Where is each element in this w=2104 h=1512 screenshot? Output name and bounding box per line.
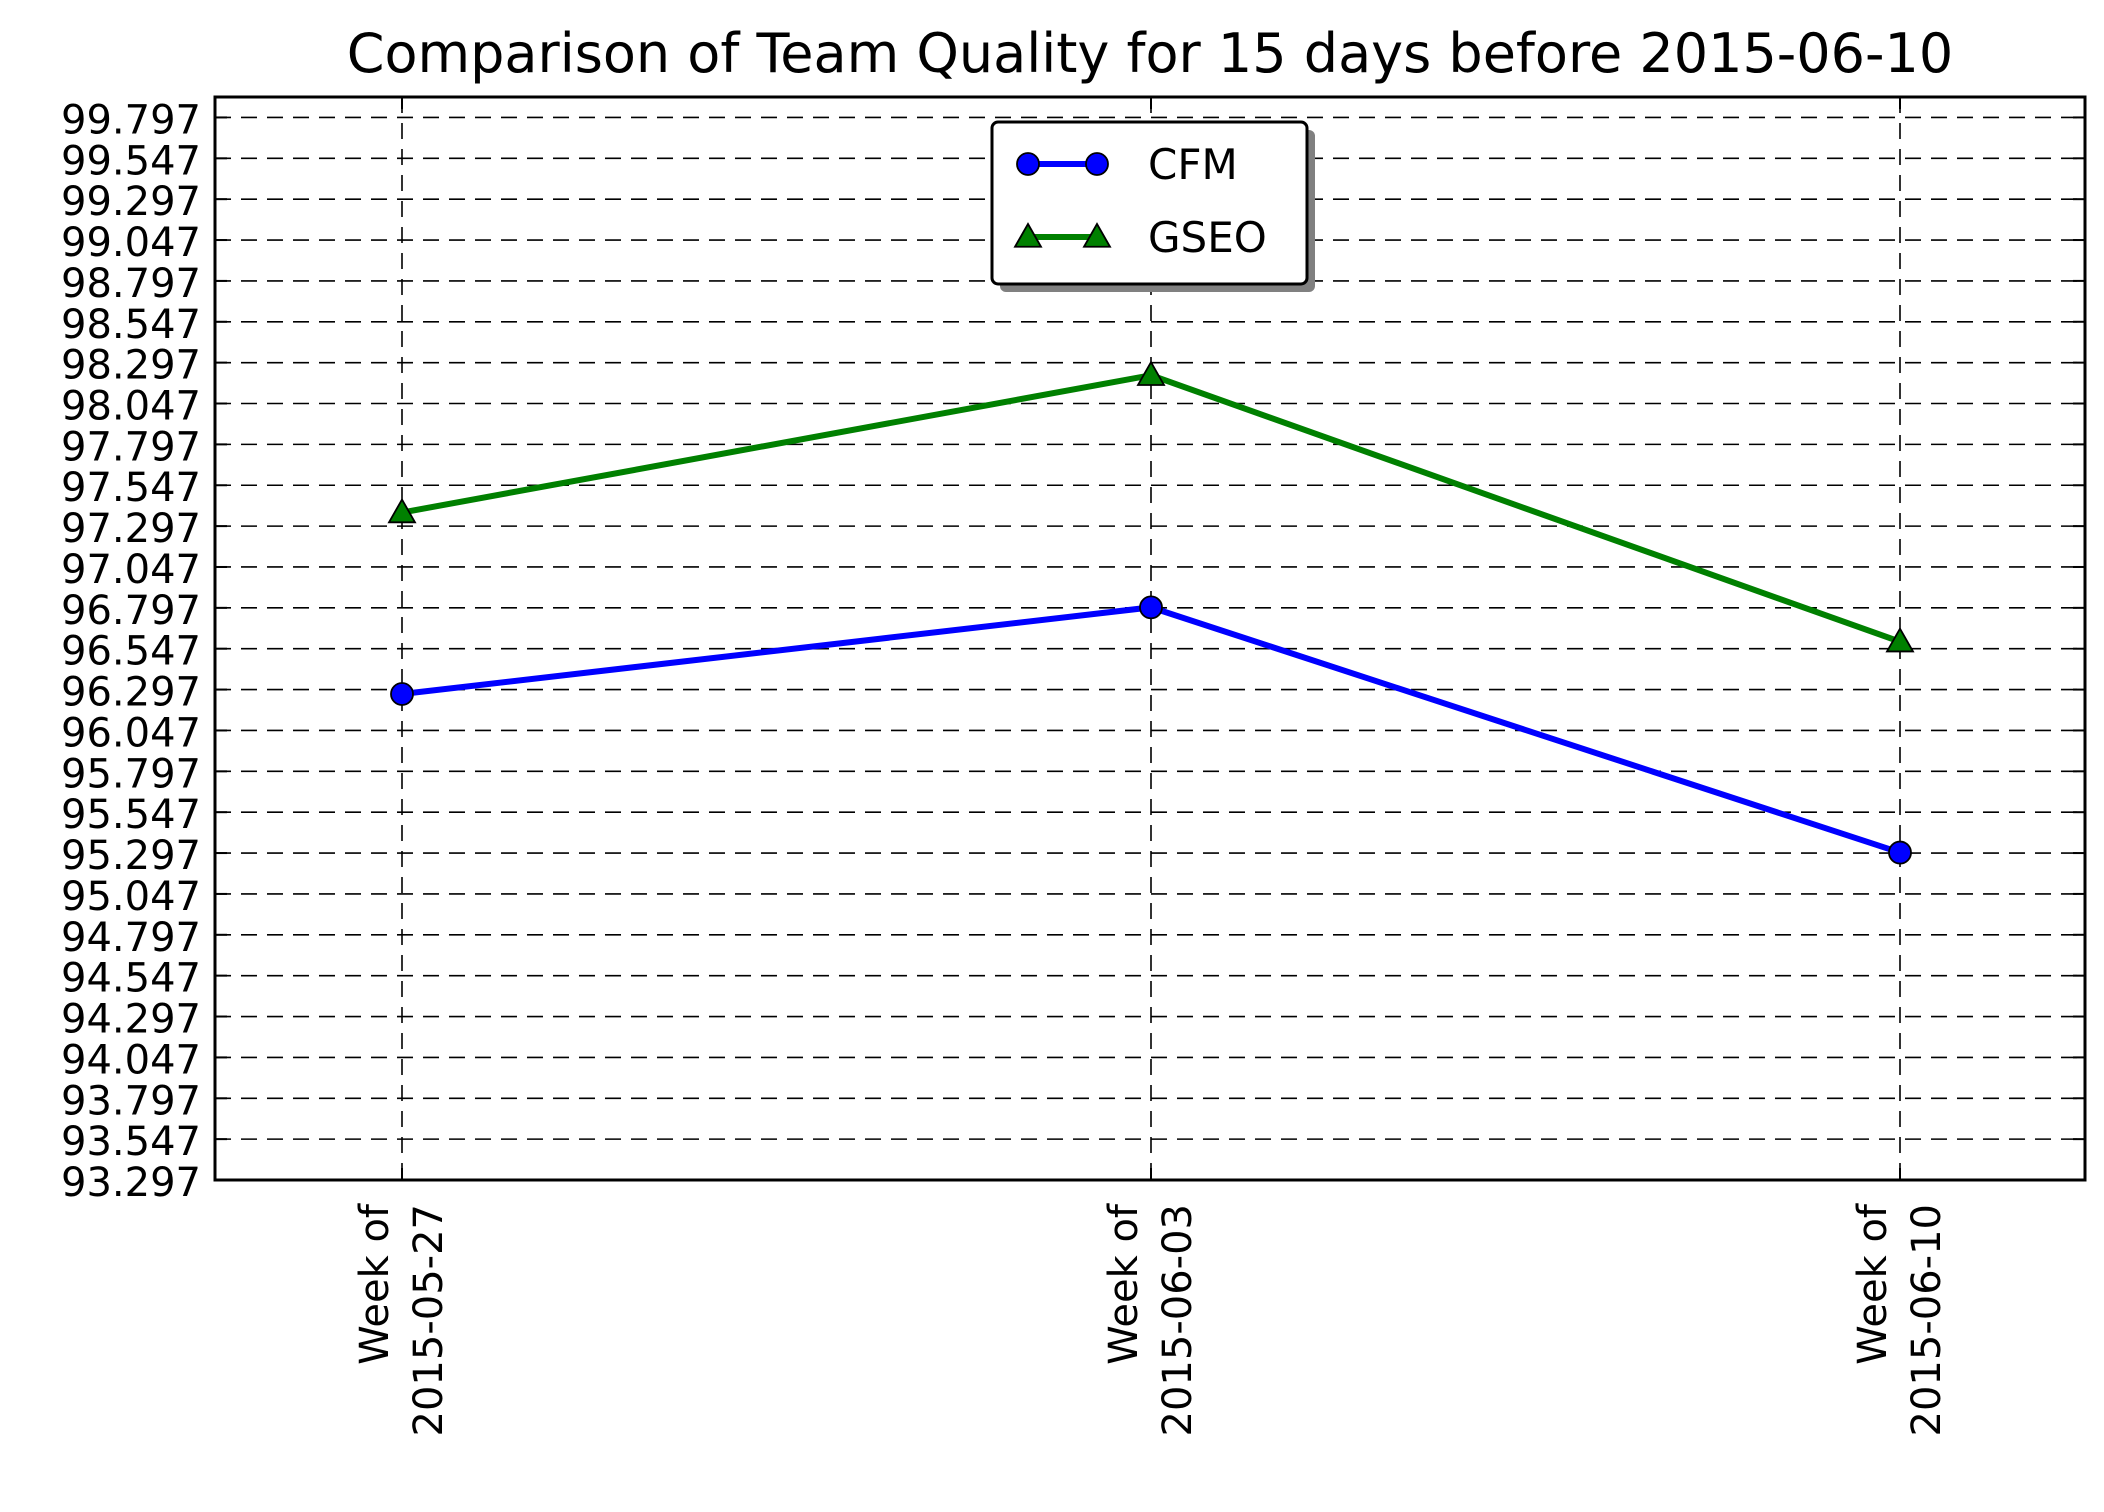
y-tick-label: 97.547 — [61, 465, 201, 511]
y-tick-label: 96.797 — [61, 588, 201, 634]
legend-marker — [1085, 152, 1109, 176]
legend-marker — [1013, 222, 1043, 248]
axes: 93.29793.54793.79794.04794.29794.54794.7… — [61, 95, 2087, 1436]
x-tick-label-line: 2015-05-27 — [406, 1204, 452, 1436]
x-tick-label: Week of 2015-06-03 — [1101, 1203, 1201, 1436]
y-tick-label: 97.797 — [61, 424, 201, 470]
data-point — [390, 682, 414, 706]
y-tick-label: 94.297 — [61, 997, 201, 1043]
y-tick-label: 94.047 — [61, 1037, 201, 1083]
x-tick-label: Week of 2015-06-10 — [1850, 1203, 1950, 1436]
y-tick-label: 93.297 — [61, 1160, 201, 1206]
y-tick-label: 95.547 — [61, 792, 201, 838]
y-tick-label: 99.297 — [61, 179, 201, 225]
legend-label: GSEO — [1148, 213, 1267, 262]
chart-title: Comparison of Team Quality for 15 days b… — [347, 22, 1953, 85]
x-tick-label-line: 2015-06-10 — [1904, 1204, 1950, 1436]
data-point — [1888, 840, 1912, 865]
y-tick-label: 96.297 — [61, 670, 201, 716]
series-gseo — [387, 360, 1915, 653]
data-point — [387, 497, 417, 524]
data-point — [1139, 595, 1163, 620]
plot-frame — [213, 95, 2087, 1182]
y-tick-label: 95.797 — [61, 751, 201, 797]
x-tick-label-line: Week of — [1101, 1203, 1147, 1365]
y-tick-label: 94.547 — [61, 956, 201, 1002]
y-tick-label: 94.797 — [61, 915, 201, 961]
y-tick-label: 93.547 — [61, 1119, 201, 1165]
y-tick-label: 97.297 — [61, 506, 201, 552]
y-tick-label: 98.797 — [61, 261, 201, 307]
legend-entry: GSEO — [1013, 213, 1267, 262]
x-tick-label: Week of 2015-05-27 — [352, 1203, 452, 1436]
y-tick-label: 93.797 — [61, 1078, 201, 1124]
y-tick-label: 96.047 — [61, 710, 201, 756]
y-tick-label: 99.047 — [61, 220, 201, 266]
y-tick-label: 98.297 — [61, 343, 201, 389]
legend-entry: CFM — [1016, 140, 1238, 189]
data-point — [1136, 360, 1166, 386]
y-tick-label: 99.547 — [61, 138, 201, 184]
x-tick-label-line: Week of — [1850, 1203, 1896, 1365]
y-tick-label: 98.547 — [61, 302, 201, 348]
y-tick-label: 95.297 — [61, 833, 201, 879]
y-tick-label: 97.047 — [61, 547, 201, 593]
legend-marker — [1016, 152, 1040, 176]
series-layer — [387, 360, 1915, 865]
y-tick-label: 96.547 — [61, 629, 201, 675]
y-tick-label: 95.047 — [61, 874, 201, 920]
legend-label: CFM — [1148, 140, 1238, 189]
legend-marker — [1082, 222, 1112, 248]
x-tick-label-line: Week of — [352, 1203, 398, 1365]
data-point — [1885, 626, 1915, 653]
y-tick-label: 98.047 — [61, 384, 201, 430]
y-tick-label: 99.797 — [61, 97, 201, 143]
series-cfm — [390, 595, 1912, 865]
x-tick-label-line: 2015-06-03 — [1155, 1204, 1201, 1436]
legend: CFM GSEO — [990, 120, 1315, 292]
